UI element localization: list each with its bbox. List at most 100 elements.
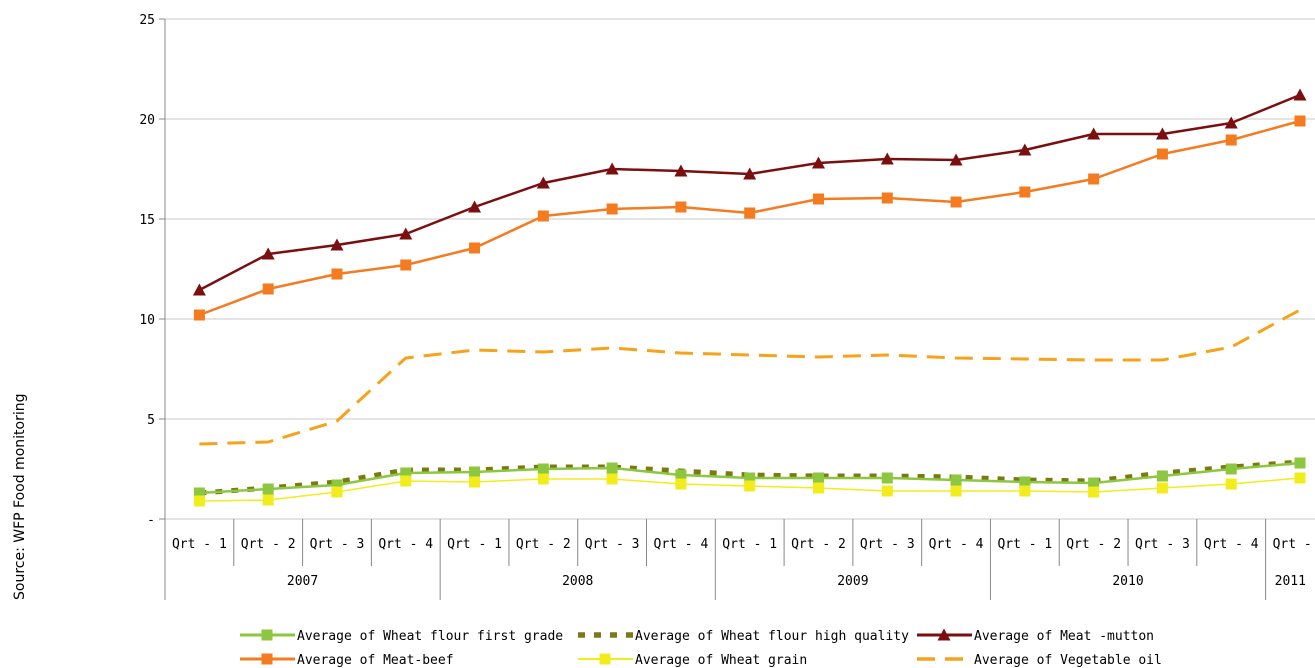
x-tick-label: Qrt - 3 [310,537,365,552]
data-point [743,167,757,180]
y-tick-label: 20 [139,113,155,128]
data-point [1019,186,1031,198]
legend-item: Average of Wheat grain [578,653,807,668]
data-point [1225,463,1237,475]
series-line [198,93,1301,292]
data-point [1224,116,1238,129]
data-point [400,467,412,479]
data-point [812,482,824,494]
data-point [192,283,206,296]
x-tick-label: Qrt - 3 [585,537,640,552]
data-point [1294,457,1306,469]
legend-label: Average of Wheat grain [635,653,807,668]
data-point [675,478,687,490]
data-point [537,463,549,475]
data-point [193,487,205,499]
year-label: 2008 [562,574,593,589]
series-group [193,457,1306,499]
data-point [1018,143,1032,156]
data-point [261,629,273,641]
data-point [675,469,687,481]
x-tick-label: Qrt - 2 [516,537,571,552]
data-point [261,653,273,665]
data-point [262,283,274,295]
data-point [674,164,688,177]
x-tick-label: Qrt - 1 [447,537,502,552]
data-point [469,466,481,478]
data-point [1294,115,1306,127]
y-tick-label: 5 [147,413,155,428]
data-point [606,203,618,215]
data-point [1293,88,1307,101]
data-point [469,242,481,254]
y-tick-label: 15 [139,213,155,228]
data-point [399,227,413,240]
legend-label: Average of Vegetable oil [974,653,1162,668]
data-point [1294,472,1306,484]
data-point [1156,482,1168,494]
data-point [331,268,343,280]
x-tick-label: Qrt - 3 [1135,537,1190,552]
y-tick-label: 10 [139,313,155,328]
source-note: Source: WFP Food monitoring [12,393,28,601]
x-tick-label: Qrt - 4 [654,537,709,552]
data-point [606,462,618,474]
x-tick-label: Qrt - 4 [378,537,433,552]
data-point [468,200,482,213]
legend-item: Average of Wheat flour first grade [240,629,563,644]
legend-item: Average of Vegetable oil [917,653,1162,668]
data-point [330,238,344,251]
data-point [744,480,756,492]
data-point [744,472,756,484]
data-point [1019,476,1031,488]
data-point [812,193,824,205]
data-point [606,473,618,485]
data-point [331,479,343,491]
data-point [811,156,825,169]
series-line [199,308,1301,446]
year-label: 2010 [1112,574,1143,589]
data-point [1156,470,1168,482]
data-point [262,494,274,506]
series-group [199,308,1301,446]
x-tick-label: Qrt - 3 [860,537,915,552]
data-point [599,653,611,665]
data-point [1225,478,1237,490]
legend-item: Average of Meat-beef [240,653,454,668]
data-point [1155,127,1169,140]
grid-lines [165,18,1315,520]
data-point [1088,173,1100,185]
data-point [1087,127,1101,140]
year-label: 2009 [837,574,868,589]
data-point [950,196,962,208]
data-point [1019,485,1031,497]
series-group [192,88,1307,296]
x-tick-label: Qrt - 2 [1066,537,1121,552]
data-point [744,207,756,219]
legend-item: Average of Meat -mutton [917,628,1154,644]
y-tick-label: 25 [139,13,155,28]
data-point [1088,486,1100,498]
data-point [950,474,962,486]
legend: Average of Wheat flour first grade Averag… [240,628,1162,668]
data-point [605,162,619,175]
legend-label: Average of Meat-beef [297,653,454,668]
data-point [880,152,894,165]
legend-item: Average of Wheat flour high quality [578,629,909,644]
data-point [193,309,205,321]
data-point [400,475,412,487]
series-group [193,472,1306,507]
data-point [1225,134,1237,146]
x-tick-label: Qrt - 4 [1204,537,1259,552]
year-label: 2007 [287,574,318,589]
x-tick-label: Qrt - 1 [997,537,1052,552]
series-group [193,115,1306,321]
x-tick-label: Qrt - 4 [929,537,984,552]
year-label: 2011 [1275,574,1306,589]
data-point [537,473,549,485]
data-point [262,483,274,495]
x-tick-label: Qrt - 1 [1273,537,1315,552]
x-tick-label: Qrt - 2 [241,537,296,552]
data-point [261,247,275,260]
